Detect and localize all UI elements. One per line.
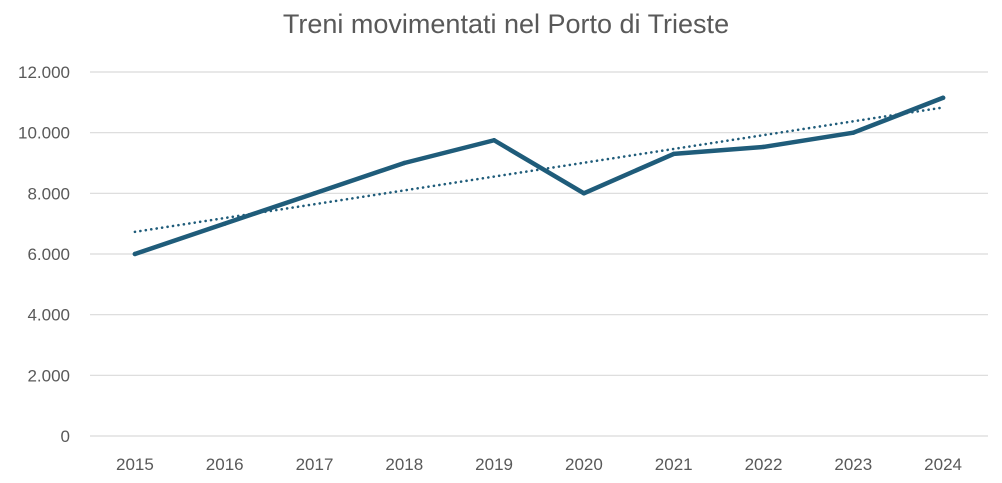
x-tick-label: 2018 <box>385 455 423 474</box>
chart-title: Treni movimentati nel Porto di Trieste <box>283 9 729 39</box>
data-point <box>491 138 497 143</box>
x-tick-label: 2022 <box>745 455 783 474</box>
x-tick-label: 2020 <box>565 455 603 474</box>
data-point <box>581 191 587 196</box>
data-point <box>312 191 317 196</box>
y-tick-label: 0 <box>61 427 70 446</box>
data-point <box>851 130 856 135</box>
x-axis-tick-labels: 2015 2016 2017 2018 2019 2020 2021 2022 2023 2024 <box>116 455 962 474</box>
x-tick-label: 2019 <box>475 455 513 474</box>
y-tick-label: 4.000 <box>27 306 70 325</box>
series-line-0 <box>132 95 946 257</box>
x-tick-label: 2017 <box>296 455 334 474</box>
y-tick-label: 2.000 <box>27 366 70 385</box>
x-tick-label: 2024 <box>924 455 962 474</box>
gridlines <box>90 71 988 437</box>
x-tick-label: 2016 <box>206 455 244 474</box>
data-point <box>222 221 227 226</box>
data-point <box>402 160 407 166</box>
y-tick-label: 10.000 <box>18 124 70 143</box>
x-tick-label: 2015 <box>116 455 154 474</box>
series-layer <box>132 95 946 257</box>
x-tick-label: 2023 <box>834 455 872 474</box>
data-point <box>761 144 766 150</box>
y-tick-label: 8.000 <box>27 184 70 203</box>
y-tick-label: 12.000 <box>18 63 70 82</box>
y-axis-tick-labels: 0 2.000 4.000 6.000 8.000 10.000 12.000 <box>18 63 70 446</box>
y-tick-label: 6.000 <box>27 245 70 264</box>
trendline <box>133 106 945 234</box>
data-point <box>132 251 138 257</box>
x-tick-label: 2021 <box>655 455 693 474</box>
data-point <box>940 95 946 100</box>
trendline-layer <box>133 106 945 234</box>
data-point <box>671 151 676 157</box>
